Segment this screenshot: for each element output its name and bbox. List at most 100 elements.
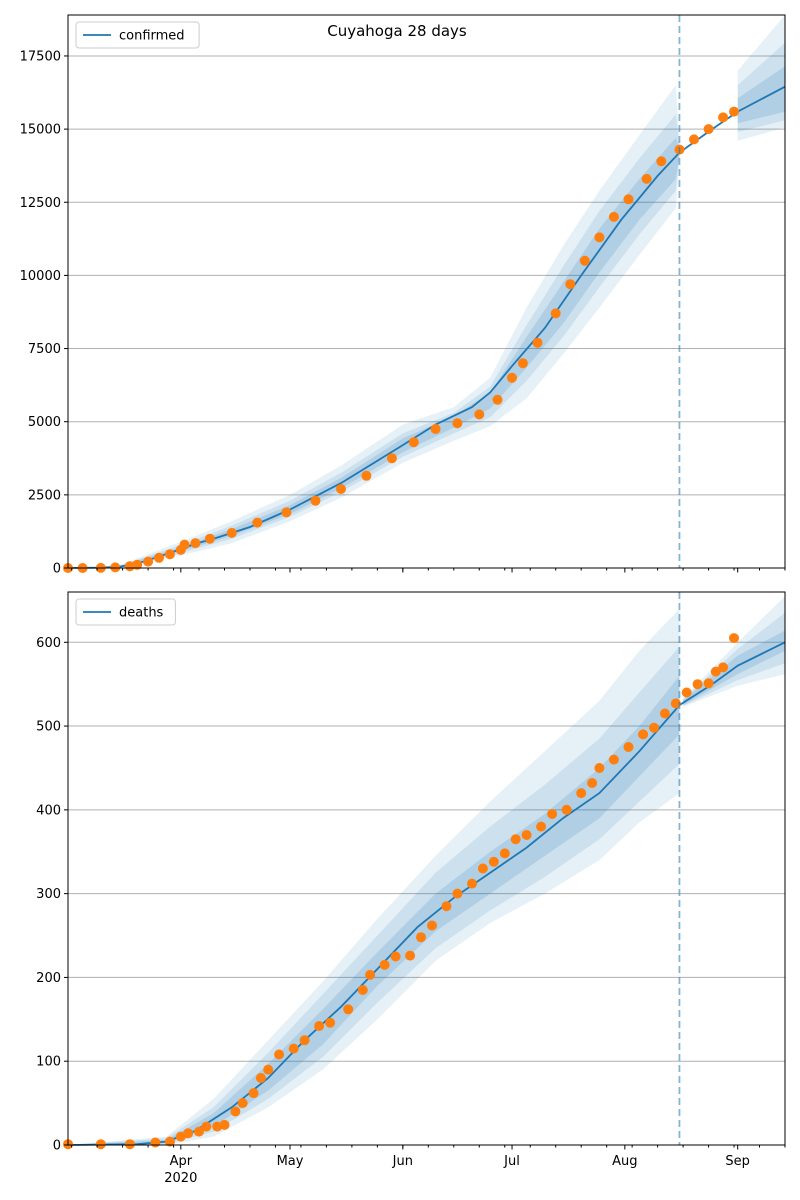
data-point-observed <box>689 134 699 145</box>
data-point-observed <box>670 698 681 709</box>
data-point-observed <box>565 279 576 290</box>
y-tick-label: 2500 <box>28 488 61 503</box>
data-point-observed <box>427 920 437 931</box>
data-point-observed <box>477 863 488 874</box>
legend-box <box>75 21 200 49</box>
data-point-observed <box>659 708 670 719</box>
data-point-observed <box>703 678 714 689</box>
data-point-observed <box>255 1073 266 1083</box>
data-point-observed <box>517 358 528 369</box>
data-point-observed <box>430 424 441 434</box>
figure-title: Cuyahoga 28 days <box>327 22 467 40</box>
data-point-observed <box>692 679 703 690</box>
data-point-observed <box>408 437 419 448</box>
axes-frame <box>67 591 786 1146</box>
data-point-observed <box>299 1035 310 1046</box>
data-point-observed <box>718 662 729 673</box>
data-point-observed <box>179 539 190 550</box>
data-point-observed <box>164 549 175 560</box>
data-point-observed <box>594 232 605 243</box>
uncertainty-band-middle <box>68 114 680 568</box>
data-point-observed <box>532 337 543 348</box>
data-point-observed <box>547 809 558 819</box>
legend: confirmed <box>75 21 200 49</box>
data-point-observed <box>237 1098 248 1109</box>
legend-box <box>75 598 176 626</box>
data-point-observed <box>379 959 390 970</box>
data-point-observed <box>703 124 714 135</box>
data-point-observed <box>492 394 503 405</box>
y-tick-label: 7500 <box>28 342 61 357</box>
data-point-observed <box>219 1119 230 1130</box>
uncertainty-band-inner <box>737 66 785 124</box>
data-point-observed <box>638 729 649 740</box>
data-point-observed <box>405 950 416 961</box>
data-point-observed <box>681 687 692 698</box>
data-point-observed <box>608 754 619 765</box>
data-point-observed <box>183 1128 194 1139</box>
x-tick-label: May <box>277 1154 304 1169</box>
data-point-observed <box>263 1064 274 1075</box>
data-point-observed <box>281 507 292 518</box>
y-tick-label: 17500 <box>20 49 61 64</box>
data-point-observed <box>226 527 237 538</box>
data-point-observed <box>641 173 652 184</box>
data-point-observed <box>274 1049 285 1060</box>
data-point-observed <box>325 1017 336 1028</box>
data-point-observed <box>416 932 426 943</box>
data-point-observed <box>594 763 605 773</box>
data-point-observed <box>510 834 521 845</box>
data-point-observed <box>467 878 477 889</box>
data-point-observed <box>164 1136 175 1147</box>
data-point-observed <box>452 888 463 899</box>
uncertainty-band-outer <box>737 15 785 141</box>
data-point-observed <box>132 559 143 570</box>
series-line-confirmed <box>67 85 786 569</box>
x-tick-label: Apr <box>170 1154 193 1169</box>
data-point-observed <box>190 538 201 549</box>
y-tick-label: 400 <box>36 803 61 818</box>
data-point-observed <box>314 1021 325 1031</box>
data-point-observed <box>365 969 376 980</box>
y-tick-label: 600 <box>36 636 61 651</box>
y-tick-label: 15000 <box>20 123 61 138</box>
y-tick-label: 0 <box>53 562 61 577</box>
data-point-observed <box>310 495 321 506</box>
data-point-observed <box>143 556 154 567</box>
y-tick-label: 100 <box>36 1055 61 1070</box>
y-tick-label: 300 <box>36 887 61 902</box>
data-point-observed <box>441 901 452 912</box>
data-point-observed <box>623 742 634 752</box>
data-point-observed <box>386 453 397 464</box>
data-point-observed <box>150 1137 161 1148</box>
data-point-observed <box>252 517 263 528</box>
y-tick-label: 12500 <box>20 196 61 211</box>
data-point-observed <box>95 1139 106 1150</box>
data-point-observed <box>230 1106 241 1117</box>
data-point-observed <box>507 372 517 383</box>
data-point-observed <box>357 985 368 995</box>
data-point-observed <box>587 778 598 788</box>
data-point-observed <box>608 211 619 222</box>
data-point-observed <box>521 830 532 840</box>
data-point-observed <box>390 951 401 962</box>
data-point-observed <box>550 308 561 319</box>
uncertainty-band-outer <box>68 608 680 1145</box>
data-point-observed <box>561 804 572 815</box>
data-point-observed <box>579 255 590 266</box>
data-point-observed <box>729 633 739 644</box>
data-point-observed <box>248 1088 259 1099</box>
data-point-observed <box>656 156 667 167</box>
data-point-observed <box>710 666 721 677</box>
data-point-observed <box>288 1043 299 1054</box>
legend: deaths <box>75 598 176 626</box>
x-tick-label: Aug <box>612 1154 637 1169</box>
y-tick-label: 10000 <box>20 269 61 284</box>
data-point-observed <box>499 848 510 859</box>
data-point-observed <box>718 112 729 123</box>
data-point-observed <box>488 856 499 867</box>
uncertainty-band-outer <box>68 85 680 568</box>
data-point-observed <box>623 194 634 205</box>
data-point-observed <box>124 1139 135 1150</box>
